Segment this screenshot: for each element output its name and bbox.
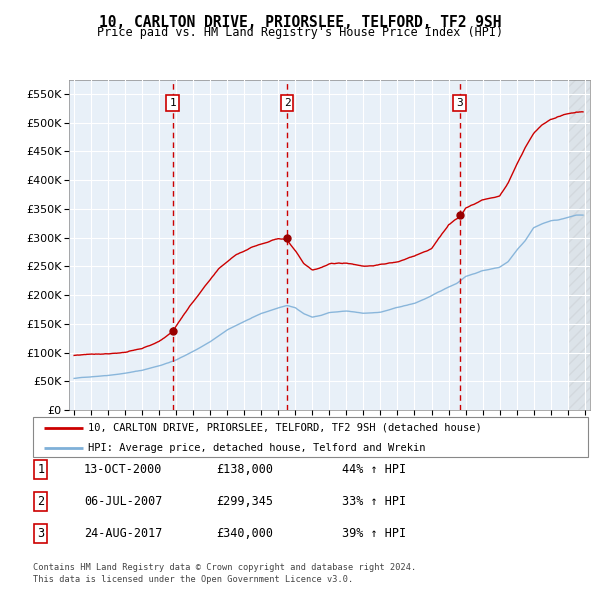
Text: 3: 3 bbox=[37, 527, 44, 540]
Text: 1: 1 bbox=[169, 98, 176, 108]
Bar bbox=[568, 80, 590, 410]
Text: Contains HM Land Registry data © Crown copyright and database right 2024.: Contains HM Land Registry data © Crown c… bbox=[33, 563, 416, 572]
Text: 06-JUL-2007: 06-JUL-2007 bbox=[84, 495, 163, 508]
Text: £299,345: £299,345 bbox=[216, 495, 273, 508]
Text: 10, CARLTON DRIVE, PRIORSLEE, TELFORD, TF2 9SH (detached house): 10, CARLTON DRIVE, PRIORSLEE, TELFORD, T… bbox=[89, 423, 482, 433]
Text: 2: 2 bbox=[284, 98, 290, 108]
Text: 39% ↑ HPI: 39% ↑ HPI bbox=[342, 527, 406, 540]
Text: 10, CARLTON DRIVE, PRIORSLEE, TELFORD, TF2 9SH: 10, CARLTON DRIVE, PRIORSLEE, TELFORD, T… bbox=[99, 15, 501, 30]
FancyBboxPatch shape bbox=[33, 417, 588, 457]
Text: 2: 2 bbox=[37, 495, 44, 508]
Text: 3: 3 bbox=[456, 98, 463, 108]
Text: 1: 1 bbox=[37, 463, 44, 476]
Text: 24-AUG-2017: 24-AUG-2017 bbox=[84, 527, 163, 540]
Text: Price paid vs. HM Land Registry's House Price Index (HPI): Price paid vs. HM Land Registry's House … bbox=[97, 26, 503, 39]
Text: HPI: Average price, detached house, Telford and Wrekin: HPI: Average price, detached house, Telf… bbox=[89, 444, 426, 454]
Text: 44% ↑ HPI: 44% ↑ HPI bbox=[342, 463, 406, 476]
Text: 33% ↑ HPI: 33% ↑ HPI bbox=[342, 495, 406, 508]
Text: 13-OCT-2000: 13-OCT-2000 bbox=[84, 463, 163, 476]
Text: This data is licensed under the Open Government Licence v3.0.: This data is licensed under the Open Gov… bbox=[33, 575, 353, 584]
Text: £138,000: £138,000 bbox=[216, 463, 273, 476]
Text: £340,000: £340,000 bbox=[216, 527, 273, 540]
